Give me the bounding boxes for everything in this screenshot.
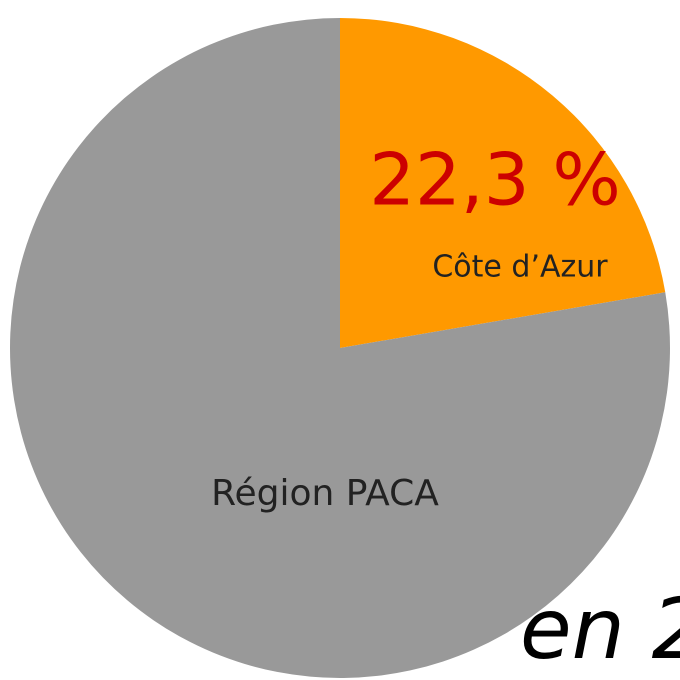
pie-slice (340, 18, 666, 348)
pie-slice (9, 18, 670, 678)
pie (9, 18, 670, 678)
value-label: 22,3 % (369, 138, 621, 222)
slice-label: Côte d’Azur (432, 250, 608, 285)
slice-label: Région PACA (211, 473, 439, 514)
annotation: en 2 (520, 580, 680, 678)
